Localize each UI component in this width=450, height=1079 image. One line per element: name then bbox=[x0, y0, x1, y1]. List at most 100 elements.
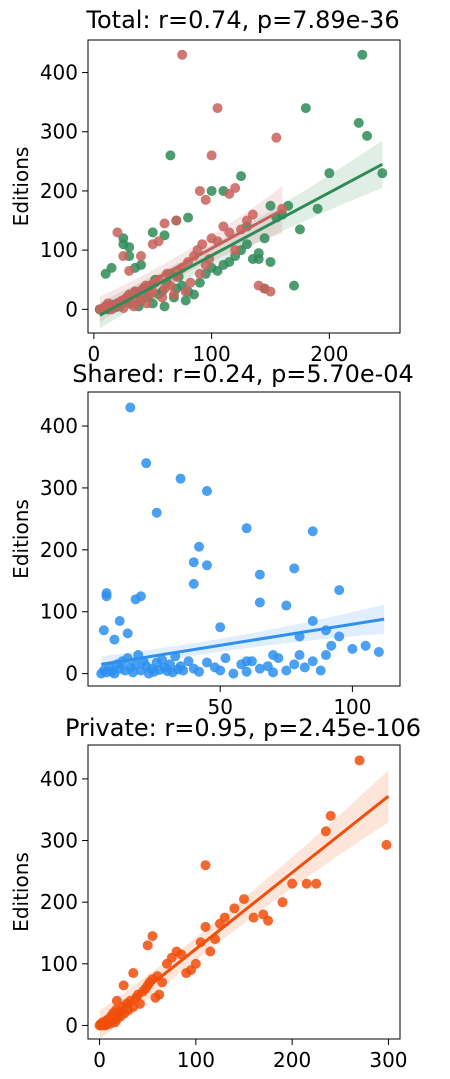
regression-line-2 bbox=[99, 208, 283, 311]
scatter-point bbox=[360, 640, 371, 651]
scatter-point bbox=[151, 507, 162, 518]
scatter-point bbox=[201, 486, 212, 497]
scatter-point bbox=[188, 289, 199, 300]
y-axis-label: Editions bbox=[9, 147, 33, 227]
scatter-point bbox=[224, 227, 235, 238]
scatter-point bbox=[177, 49, 188, 60]
scatter-point bbox=[157, 977, 168, 988]
x-tick-label: 100 bbox=[177, 1048, 215, 1072]
scatter-point bbox=[381, 839, 392, 850]
scatter-point bbox=[300, 103, 311, 114]
scatter-point bbox=[263, 915, 274, 926]
scatter-point bbox=[254, 597, 265, 608]
scatter-point bbox=[219, 912, 230, 923]
scatter-point bbox=[241, 523, 252, 534]
y-tick-label: 400 bbox=[40, 767, 78, 791]
scatter-point bbox=[230, 245, 241, 256]
scatter-point bbox=[241, 666, 252, 677]
scatter-point bbox=[312, 203, 323, 214]
y-tick-label: 400 bbox=[40, 61, 78, 85]
scatter-point bbox=[194, 541, 205, 552]
scatter-point bbox=[320, 826, 331, 837]
scatter-point bbox=[347, 643, 358, 654]
scatter-point bbox=[147, 931, 158, 942]
scatter-point bbox=[200, 860, 211, 871]
scatter-point bbox=[287, 878, 298, 889]
scatter-point bbox=[180, 295, 191, 306]
scatter-point bbox=[183, 656, 194, 667]
scatter-point bbox=[190, 958, 201, 969]
scatter-point bbox=[175, 473, 186, 484]
y-tick-label: 400 bbox=[40, 414, 78, 438]
scatter-point bbox=[122, 628, 133, 639]
scatter-point bbox=[125, 402, 136, 413]
y-tick-label: 0 bbox=[65, 662, 78, 686]
y-axis-label: Editions bbox=[9, 852, 33, 932]
y-tick-label: 100 bbox=[40, 238, 78, 262]
y-tick-label: 100 bbox=[40, 952, 78, 976]
y-tick-label: 0 bbox=[65, 297, 78, 321]
scatter-point bbox=[353, 117, 364, 128]
plot-frame bbox=[87, 744, 401, 1040]
x-tick-label: 50 bbox=[207, 695, 232, 719]
chart-title: Private: r=0.95, p=2.45e-106 bbox=[65, 714, 421, 742]
chart-title: Shared: r=0.24, p=5.70e-04 bbox=[72, 360, 414, 388]
scatter-point bbox=[165, 150, 176, 161]
scatter-point bbox=[377, 168, 388, 179]
scatter-point bbox=[188, 578, 199, 589]
scatter-point bbox=[254, 569, 265, 580]
y-tick-label: 300 bbox=[40, 829, 78, 853]
scatter-point bbox=[200, 194, 211, 205]
scatter-point bbox=[289, 280, 300, 291]
plot-frame bbox=[87, 39, 401, 334]
y-tick-label: 0 bbox=[65, 1013, 78, 1037]
scatter-point bbox=[294, 650, 305, 661]
scatter-point bbox=[114, 616, 125, 627]
scatter-point bbox=[180, 286, 191, 297]
scatter-point bbox=[141, 458, 152, 469]
scatter-point bbox=[183, 212, 194, 223]
regression-line-1 bbox=[99, 162, 384, 317]
scatter-point bbox=[212, 103, 223, 114]
plot-frame bbox=[87, 391, 401, 687]
scatter-point bbox=[118, 980, 129, 991]
scatter-point bbox=[127, 667, 138, 678]
scatter-point bbox=[194, 277, 205, 288]
scatter-point bbox=[215, 665, 226, 676]
y-tick-label: 200 bbox=[40, 890, 78, 914]
scatter-point bbox=[307, 526, 318, 537]
scatter-point bbox=[164, 659, 175, 670]
scatter-point bbox=[101, 591, 112, 602]
scatter-point bbox=[247, 209, 258, 220]
scatter-point bbox=[230, 182, 241, 193]
chart-panel-3: Private: r=0.95, p=2.45e-106 Editions 0 100… bbox=[9, 714, 421, 1072]
scatter-point bbox=[135, 259, 146, 270]
scatter-point bbox=[98, 625, 109, 636]
scatter-point bbox=[239, 894, 249, 905]
regression-line-1 bbox=[100, 617, 385, 666]
confidence-band-1 bbox=[99, 769, 389, 1040]
scatter-point bbox=[124, 242, 135, 253]
chart-panel-1: Total: r=0.74, p=7.89e-36 Editions 0 100 200… bbox=[9, 6, 401, 366]
scatter-point bbox=[241, 239, 252, 250]
scatter-point bbox=[135, 998, 145, 1009]
scatter-point bbox=[254, 663, 265, 674]
y-tick-label: 300 bbox=[40, 476, 78, 500]
scatter-point bbox=[299, 662, 310, 673]
scatter-point bbox=[253, 254, 264, 265]
scatter-point bbox=[324, 168, 335, 179]
scatter-point bbox=[206, 150, 217, 161]
scatter-point bbox=[229, 903, 240, 914]
scatter-point bbox=[268, 667, 279, 678]
x-tick-label: 100 bbox=[333, 695, 371, 719]
scatter-point bbox=[194, 666, 205, 677]
scatter-point bbox=[112, 227, 123, 238]
scatter-point bbox=[315, 665, 326, 676]
scatter-point bbox=[124, 265, 135, 276]
scatter-point bbox=[197, 239, 208, 250]
scatter-point bbox=[320, 650, 331, 661]
scatter-point bbox=[362, 130, 373, 141]
scatter-point bbox=[109, 634, 120, 645]
x-tick-label: 100 bbox=[193, 342, 231, 366]
